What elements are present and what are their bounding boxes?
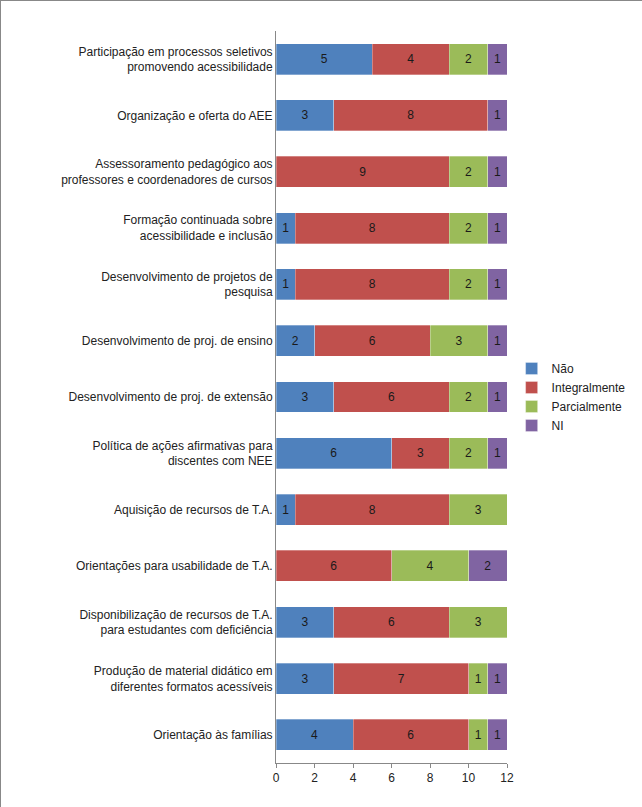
- svg-text:6: 6: [388, 390, 395, 404]
- svg-text:1: 1: [282, 503, 289, 517]
- svg-text:6: 6: [388, 615, 395, 629]
- svg-text:2: 2: [311, 771, 318, 785]
- svg-text:Assessoramento pedagógico aosp: Assessoramento pedagógico aosprofessores…: [61, 157, 272, 187]
- svg-text:1: 1: [494, 672, 501, 686]
- svg-text:5: 5: [321, 52, 328, 66]
- svg-text:4: 4: [407, 52, 414, 66]
- svg-text:7: 7: [398, 672, 405, 686]
- svg-text:3: 3: [301, 390, 308, 404]
- svg-text:4: 4: [311, 728, 318, 742]
- svg-text:2: 2: [292, 334, 299, 348]
- svg-text:0: 0: [273, 771, 280, 785]
- svg-text:1: 1: [494, 334, 501, 348]
- svg-text:Orientações para usabilidade d: Orientações para usabilidade de T.A.: [76, 559, 273, 573]
- svg-text:3: 3: [455, 334, 462, 348]
- svg-text:NI: NI: [552, 419, 564, 433]
- svg-text:1: 1: [494, 277, 501, 291]
- svg-text:Orientação às famílias: Orientação às famílias: [153, 728, 272, 742]
- svg-text:3: 3: [301, 108, 308, 122]
- svg-text:2: 2: [484, 559, 491, 573]
- svg-text:4: 4: [350, 771, 357, 785]
- svg-text:1: 1: [494, 165, 501, 179]
- svg-text:Desenvolvimento de proj. de ex: Desenvolvimento de proj. de extensão: [68, 390, 272, 404]
- svg-text:Política de ações afirmativas: Política de ações afirmativas paradiscen…: [93, 439, 273, 469]
- svg-text:1: 1: [282, 221, 289, 235]
- svg-text:8: 8: [369, 221, 376, 235]
- svg-text:10: 10: [462, 771, 476, 785]
- svg-text:Produção de material didático: Produção de material didático emdiferent…: [94, 664, 273, 694]
- svg-text:1: 1: [475, 672, 482, 686]
- svg-text:2: 2: [465, 52, 472, 66]
- svg-text:Não: Não: [552, 362, 574, 376]
- svg-text:3: 3: [301, 672, 308, 686]
- svg-text:3: 3: [301, 615, 308, 629]
- svg-text:3: 3: [475, 615, 482, 629]
- svg-text:1: 1: [494, 446, 501, 460]
- svg-text:2: 2: [465, 277, 472, 291]
- svg-text:12: 12: [500, 771, 514, 785]
- svg-text:1: 1: [475, 728, 482, 742]
- svg-text:Formação continuada sobreacess: Formação continuada sobreacessibilidade …: [123, 213, 273, 243]
- svg-text:6: 6: [369, 334, 376, 348]
- svg-text:Desenvolvimento de proj. de en: Desenvolvimento de proj. de ensino: [82, 334, 273, 348]
- svg-text:Parcialmente: Parcialmente: [552, 400, 622, 414]
- svg-text:1: 1: [494, 221, 501, 235]
- svg-text:6: 6: [330, 559, 337, 573]
- svg-text:1: 1: [494, 108, 501, 122]
- svg-text:8: 8: [369, 503, 376, 517]
- svg-text:1: 1: [282, 277, 289, 291]
- svg-text:2: 2: [465, 165, 472, 179]
- svg-text:Disponibilização de recursos d: Disponibilização de recursos de T.A.para…: [79, 608, 273, 638]
- svg-text:2: 2: [465, 390, 472, 404]
- svg-text:1: 1: [494, 390, 501, 404]
- svg-text:4: 4: [427, 559, 434, 573]
- svg-text:1: 1: [494, 728, 501, 742]
- svg-text:3: 3: [417, 446, 424, 460]
- svg-text:8: 8: [427, 771, 434, 785]
- svg-text:Desenvolvimento de projetos de: Desenvolvimento de projetos depesquisa: [101, 270, 273, 300]
- svg-text:2: 2: [465, 221, 472, 235]
- svg-text:Organização e oferta do AEE: Organização e oferta do AEE: [117, 109, 272, 123]
- svg-text:2: 2: [465, 446, 472, 460]
- svg-text:8: 8: [369, 277, 376, 291]
- svg-text:1: 1: [494, 52, 501, 66]
- svg-text:3: 3: [475, 503, 482, 517]
- svg-text:Aquisição de recursos de T.A.: Aquisição de recursos de T.A.: [114, 503, 273, 517]
- svg-text:6: 6: [330, 446, 337, 460]
- svg-text:Integralmente: Integralmente: [552, 381, 626, 395]
- svg-text:8: 8: [407, 108, 414, 122]
- svg-text:6: 6: [407, 728, 414, 742]
- svg-text:9: 9: [359, 165, 366, 179]
- svg-text:Participação em processos sele: Participação em processos seletivospromo…: [79, 45, 273, 75]
- svg-text:6: 6: [388, 771, 395, 785]
